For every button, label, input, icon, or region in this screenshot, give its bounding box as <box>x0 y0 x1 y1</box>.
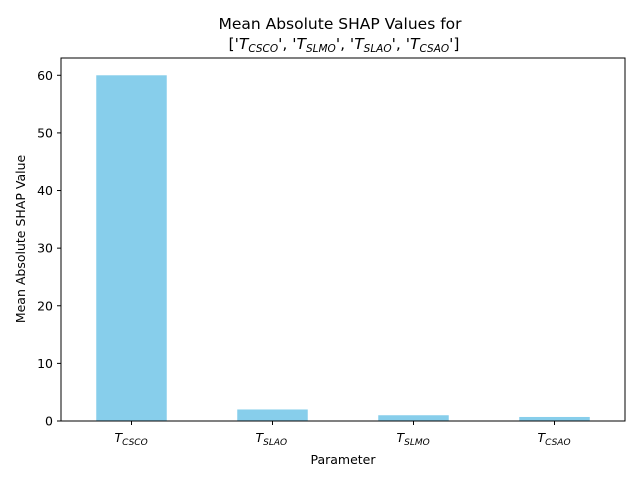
bar-T-SLAO <box>237 409 308 421</box>
title-part-8: SLAO <box>364 43 392 55</box>
y-tick-label-2: 20 <box>37 298 53 313</box>
x-tick-label-3: TCSAO <box>538 430 571 448</box>
x-tick-label-main-1: T <box>256 430 265 445</box>
title-part-12: '] <box>449 35 459 53</box>
y-tick-label-5: 50 <box>37 125 53 140</box>
bar-T-CSAO <box>519 416 590 421</box>
title-part-0: [' <box>229 35 239 53</box>
title-part-9: ', ' <box>392 35 410 53</box>
x-tick-label-0: TCSCO <box>115 430 148 448</box>
title-part-1: T <box>239 35 250 53</box>
x-tick-label-main-0: T <box>115 430 124 445</box>
x-tick-label-1: TSLAO <box>256 430 288 448</box>
title-part-6: ', ' <box>336 35 354 53</box>
plot-frame <box>60 57 626 422</box>
y-tick-label-6: 60 <box>37 68 53 83</box>
title-part-5: SLMO <box>306 43 336 55</box>
bars-group <box>96 75 590 422</box>
x-tick-label-sub-0: CSCO <box>122 438 148 448</box>
bar-T-CSCO <box>96 75 167 422</box>
title-part-7: T <box>354 35 365 53</box>
y-tick-label-3: 30 <box>37 241 53 256</box>
title-part-2: CSCO <box>248 43 278 55</box>
y-tick-label-4: 40 <box>37 183 53 198</box>
y-tick-label-1: 10 <box>37 356 53 371</box>
x-axis-ticks: TCSCO TSLAO TSLMO TCSAO <box>115 421 571 448</box>
x-tick-label-sub-3: CSAO <box>545 438 570 448</box>
x-tick-label-main-3: T <box>538 430 547 445</box>
x-tick-label-sub-2: SLMO <box>404 438 430 448</box>
y-axis-label: Mean Absolute SHAP Value <box>13 155 28 324</box>
chart-title-line1: Mean Absolute SHAP Values for <box>218 15 462 33</box>
bar-T-SLMO <box>378 415 449 421</box>
y-tick-label-0: 0 <box>45 414 53 429</box>
x-tick-label-sub-1: SLAO <box>263 438 287 448</box>
title-part-10: T <box>410 35 421 53</box>
chart-title-line2: ['TCSCO', 'TSLMO', 'TSLAO', 'TCSAO'] <box>229 35 460 55</box>
x-tick-label-2: TSLMO <box>397 430 430 448</box>
title-part-4: T <box>297 35 308 53</box>
title-part-3: ', ' <box>278 35 296 53</box>
x-tick-label-main-2: T <box>397 430 406 445</box>
y-axis-ticks: 0 10 20 30 40 50 60 <box>37 68 61 429</box>
x-axis-label: Parameter <box>310 452 376 467</box>
title-part-11: CSAO <box>420 43 450 55</box>
